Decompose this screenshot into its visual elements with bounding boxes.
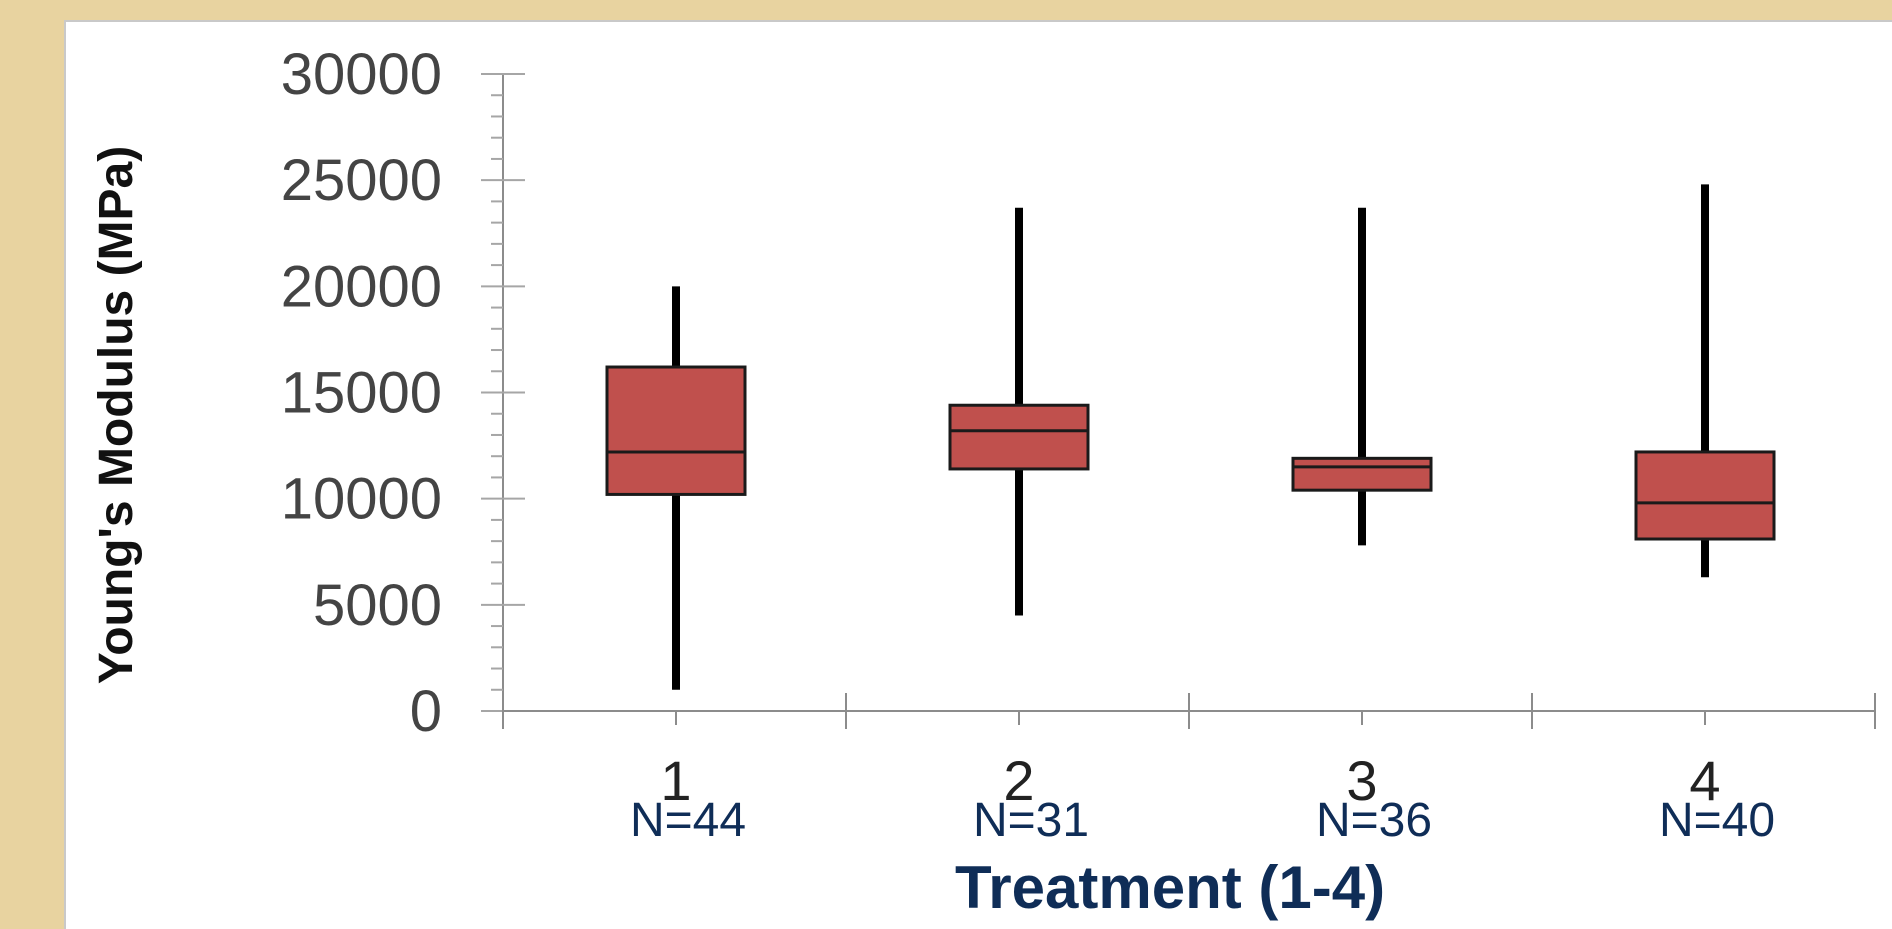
x-tick-label: 1 (660, 749, 691, 812)
y-tick-label: 25000 (281, 148, 442, 213)
y-tick-label: 30000 (281, 42, 442, 107)
sample-size-label: N=31 (973, 794, 1089, 847)
x-tick-label: 4 (1689, 749, 1720, 812)
sample-size-label: N=36 (1316, 794, 1432, 847)
chart-panel (64, 20, 1892, 929)
box-group (605, 286, 747, 690)
sample-size-label: N=40 (1659, 794, 1775, 847)
box-series (605, 184, 1776, 690)
y-tick-label: 5000 (313, 573, 442, 638)
x-axis: 1N=44 2N=31 3N=36 4N=40 (502, 693, 1876, 847)
y-tick-label: 10000 (281, 467, 442, 532)
box-iqr (1634, 450, 1776, 541)
y-tick-label: 20000 (281, 254, 442, 319)
box-group (1291, 207, 1433, 546)
box-group (1634, 184, 1776, 578)
box-iqr (1291, 456, 1433, 492)
y-tick-label: 15000 (281, 361, 442, 426)
x-tick-label: 3 (1346, 749, 1377, 812)
axis-labels: Young's Modulus (MPa) Treatment (1-4) (90, 146, 1385, 921)
box-iqr (948, 403, 1090, 471)
y-axis-label: Young's Modulus (MPa) (90, 146, 143, 684)
box-group (948, 207, 1090, 616)
x-axis-label: Treatment (1-4) (955, 854, 1385, 921)
x-tick-label: 2 (1003, 749, 1034, 812)
y-tick-label: 0 (410, 679, 442, 744)
sample-size-label: N=44 (630, 794, 746, 847)
y-axis: 0 5000 10000 15000 20000 25000 30000 (281, 42, 525, 744)
box-iqr (605, 365, 747, 496)
